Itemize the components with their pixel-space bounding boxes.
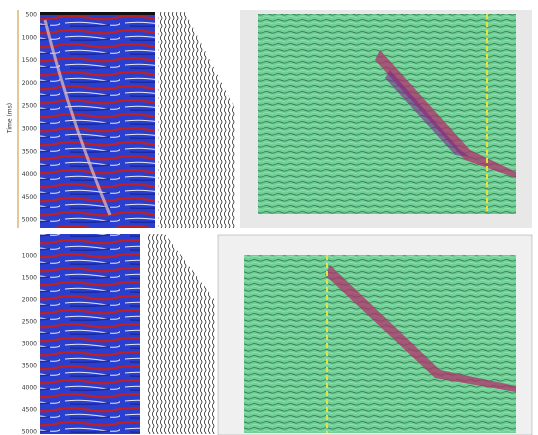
tick-label: 2500 (22, 103, 37, 110)
tick-label: 2000 (22, 80, 37, 87)
velocity-panel (40, 234, 140, 434)
tick-label: 5000 (22, 429, 37, 435)
tick-label: 1500 (22, 275, 37, 282)
tick-label: 4500 (22, 194, 37, 201)
reflector (385, 70, 470, 157)
tick-label: 5000 (22, 217, 37, 224)
panel-header (40, 12, 155, 15)
tick-label: 3500 (22, 363, 37, 370)
tick-labels: 500 1000 1500 2000 2500 3000 3500 4000 4500 5000 1… (22, 12, 37, 435)
tick-label: 3000 (22, 341, 37, 348)
mute-zone (165, 234, 215, 300)
velocity-trend (43, 19, 112, 216)
tick-label: 500 (26, 12, 38, 19)
reflector (375, 50, 516, 178)
tick-label: 1500 (22, 57, 37, 64)
mute-zone (185, 12, 236, 110)
tick-label: 1000 (22, 34, 37, 41)
seismic-section (258, 14, 516, 214)
tick-label: 3500 (22, 148, 37, 155)
tick-label: 3000 (22, 126, 37, 133)
tick-label: 4500 (22, 407, 37, 414)
tick-label: 4000 (22, 171, 37, 178)
velocity-panel (40, 12, 155, 228)
tick-label: 4000 (22, 385, 37, 392)
axis-title: Time (ms) (7, 103, 14, 134)
seismic-section (244, 255, 516, 433)
tick-label: 1000 (22, 253, 37, 260)
tick-label: 2000 (22, 297, 37, 304)
tick-label: 2500 (22, 319, 37, 326)
